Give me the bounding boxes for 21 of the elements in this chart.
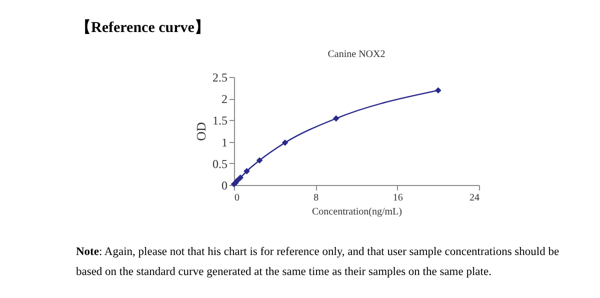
point bbox=[282, 140, 288, 146]
y-axis-title: OD bbox=[194, 122, 208, 141]
y-tick-label: 1.5 bbox=[212, 114, 228, 128]
point bbox=[237, 174, 244, 181]
point bbox=[244, 168, 250, 174]
chart-subtitle: Canine NOX2 bbox=[328, 49, 386, 60]
y-tick-label: 0.5 bbox=[212, 156, 228, 171]
x-axis-title: Concentration(ng/mL) bbox=[312, 206, 402, 218]
y-tick-label: 1 bbox=[222, 135, 228, 150]
x-tick-label: 16 bbox=[392, 192, 403, 204]
y-tick-label: 2 bbox=[222, 92, 228, 106]
x-tick-label: 0 bbox=[234, 192, 240, 204]
point bbox=[256, 157, 263, 164]
y-tick-label: 0 bbox=[222, 178, 228, 192]
point bbox=[332, 115, 340, 122]
x-tick-label: 24 bbox=[470, 192, 480, 204]
point bbox=[435, 87, 442, 94]
text: Note: Again, please not that his chart is for reference only, and that user sample concentrations should be based on the standard curve generated at the same time as their samples on the same plate. bbox=[76, 245, 560, 280]
x-tick-label: 8 bbox=[314, 192, 319, 204]
y-tick-label: 2.5 bbox=[212, 70, 228, 84]
chart-title: 【Reference curve】 bbox=[76, 18, 210, 37]
